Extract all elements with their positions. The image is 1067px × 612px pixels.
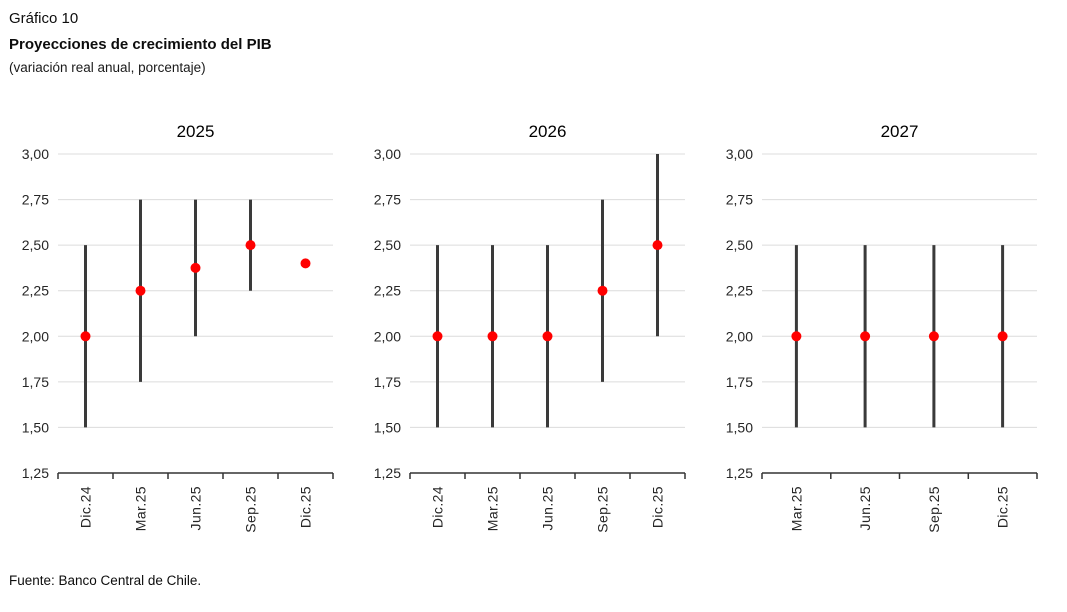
y-tick-label: 2,00 <box>22 328 49 344</box>
x-tick-label: Jun.25 <box>188 486 204 530</box>
y-tick-label: 2,00 <box>726 328 753 344</box>
x-tick-label: Jun.25 <box>540 486 556 530</box>
point-marker <box>791 331 802 342</box>
point-marker <box>652 240 663 251</box>
x-tick-label: Jun.25 <box>857 486 873 530</box>
point-marker <box>300 258 311 269</box>
panel-2026: 2026 3,00 2,75 2,50 2,25 2,00 1,75 1,50 1,25 Dic… <box>358 120 698 564</box>
chart-title: Proyecciones de crecimiento del PIB <box>9 36 272 53</box>
y-tick-label: 1,25 <box>22 465 49 481</box>
y-tick-label: 1,50 <box>22 419 49 435</box>
point-marker <box>928 331 939 342</box>
point-marker <box>860 331 871 342</box>
x-tick-label: Dic.25 <box>650 486 666 528</box>
point-marker <box>432 331 443 342</box>
x-tick-label: Sep.25 <box>595 486 611 533</box>
x-tick-label: Dic.25 <box>298 486 314 528</box>
y-tick-label: 2,25 <box>726 283 753 299</box>
panel-2027: 2027 3,00 2,75 2,50 2,25 2,00 1,75 1,50 1,25 Mar… <box>710 120 1050 564</box>
point-marker <box>245 240 256 251</box>
source-note: Fuente: Banco Central de Chile. <box>9 573 202 588</box>
x-tick-label: Dic.24 <box>430 486 446 528</box>
y-tick-label: 2,25 <box>374 283 401 299</box>
x-tick-label: Mar.25 <box>788 486 804 531</box>
x-tick-label: Sep.25 <box>243 486 259 533</box>
x-tick-label: Mar.25 <box>133 486 149 531</box>
panel-title-2027: 2027 <box>880 122 919 141</box>
y-tick-label: 2,75 <box>22 192 49 208</box>
y-tick-label: 3,00 <box>22 146 49 162</box>
x-tick-label: Dic.24 <box>78 486 94 528</box>
point-marker <box>135 285 146 296</box>
panel-plot-2027: 3,00 2,75 2,50 2,25 2,00 1,75 1,50 1,25 Mar.25 Ju… <box>726 146 1038 533</box>
panel-plot-2026: 3,00 2,75 2,50 2,25 2,00 1,75 1,50 1,25 Dic.24 Ma… <box>374 146 686 533</box>
y-tick-label: 1,50 <box>374 419 401 435</box>
point-marker <box>997 331 1008 342</box>
chart-subtitle: (variación real anual, porcentaje) <box>9 60 206 75</box>
x-tick-label: Mar.25 <box>485 486 501 531</box>
y-tick-label: 1,75 <box>22 374 49 390</box>
y-tick-label: 2,00 <box>374 328 401 344</box>
charts-row: 2025 3,00 2,75 2,50 2,25 2,00 1,75 1,50 1,25 Dic… <box>6 120 1050 564</box>
y-tick-label: 2,50 <box>726 237 753 253</box>
y-tick-label: 2,25 <box>22 283 49 299</box>
y-tick-label: 2,50 <box>374 237 401 253</box>
panel-plot-2025: 3,00 2,75 2,50 2,25 2,00 1,75 1,50 1,25 Dic.24 Ma… <box>22 146 334 533</box>
y-tick-label: 3,00 <box>726 146 753 162</box>
y-tick-label: 1,25 <box>374 465 401 481</box>
y-tick-label: 2,75 <box>726 192 753 208</box>
y-tick-label: 1,25 <box>726 465 753 481</box>
figure-header: Gráfico 10 Proyecciones de crecimiento d… <box>9 10 272 75</box>
point-marker <box>190 262 201 273</box>
point-marker <box>542 331 553 342</box>
x-tick-label: Dic.25 <box>995 486 1011 528</box>
point-marker <box>597 285 608 296</box>
point-marker <box>80 331 91 342</box>
panel-title-2026: 2026 <box>528 122 567 141</box>
point-marker <box>487 331 498 342</box>
y-tick-label: 1,75 <box>374 374 401 390</box>
y-tick-label: 1,50 <box>726 419 753 435</box>
y-tick-label: 2,50 <box>22 237 49 253</box>
panel-title-2025: 2025 <box>176 122 215 141</box>
y-tick-label: 2,75 <box>374 192 401 208</box>
panel-2025: 2025 3,00 2,75 2,50 2,25 2,00 1,75 1,50 1,25 Dic… <box>6 120 346 564</box>
x-tick-label: Sep.25 <box>926 486 942 533</box>
y-tick-label: 3,00 <box>374 146 401 162</box>
figure-label: Gráfico 10 <box>9 10 79 27</box>
y-tick-label: 1,75 <box>726 374 753 390</box>
